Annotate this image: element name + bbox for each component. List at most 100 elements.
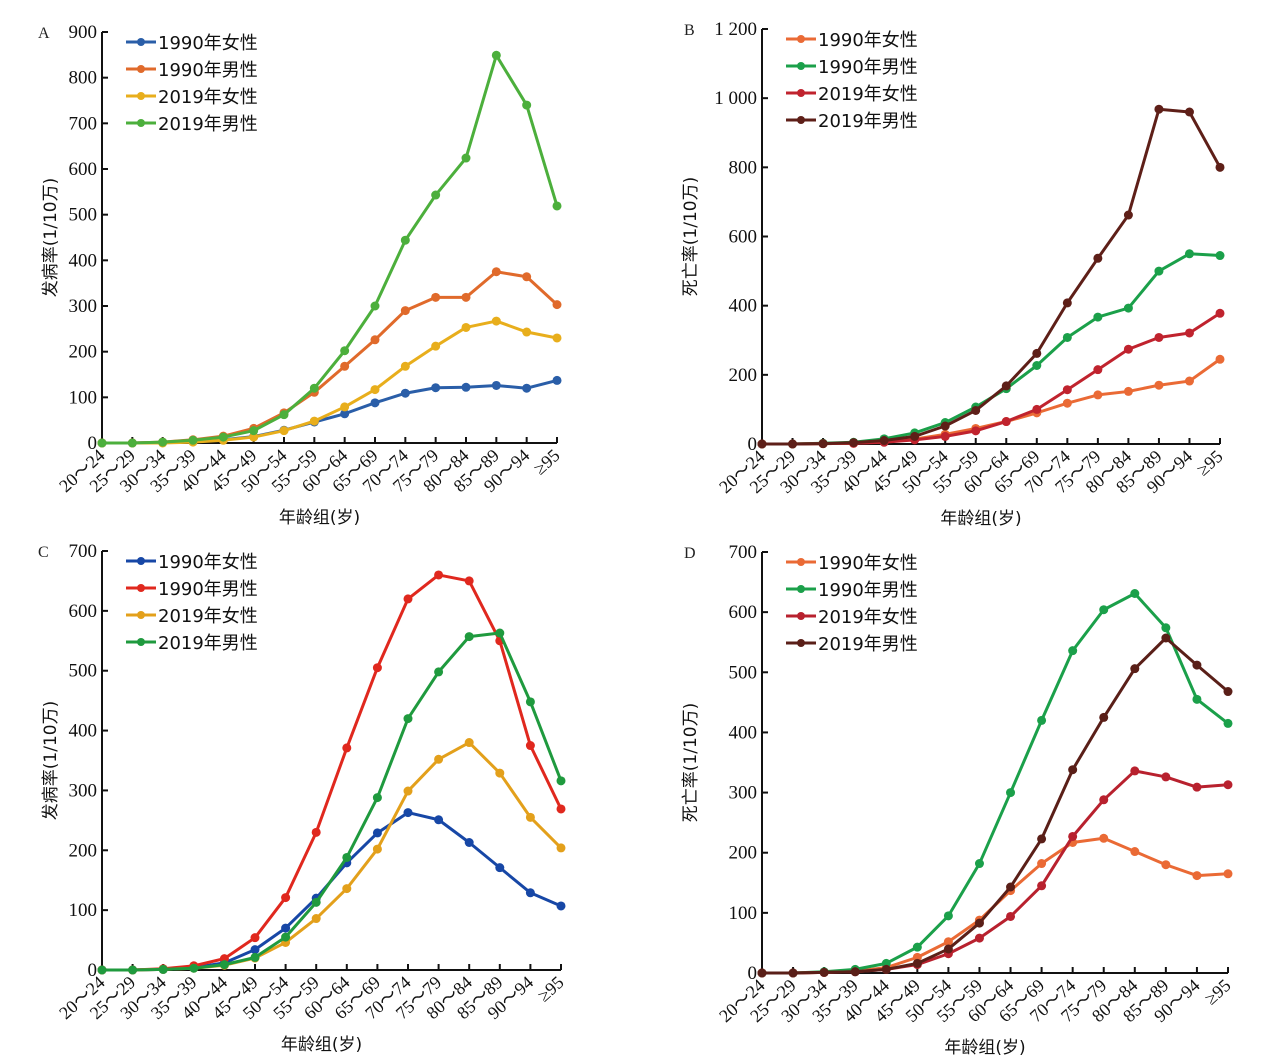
data-point: [556, 901, 566, 911]
legend-label: 1990年男性: [158, 579, 258, 600]
data-point: [1215, 162, 1225, 172]
y-ticks: 0 100 200 300 400 500 600 700 800 900: [69, 22, 108, 454]
y-tick-label: 400: [69, 250, 98, 271]
data-point: [250, 945, 260, 955]
chart-svg: A 发病率(1/10万) 年龄组(岁) 0 100 200 300 400 500 600 7…: [38, 22, 564, 528]
data-point: [403, 808, 413, 818]
legend-label: 2019年女性: [818, 607, 918, 628]
y-tick-label: 100: [729, 903, 758, 924]
data-point: [97, 965, 107, 975]
x-axis-title: 年龄组(岁): [940, 509, 1021, 529]
data-point: [1093, 390, 1103, 400]
y-tick-label: 700: [69, 541, 98, 562]
data-point: [1161, 633, 1171, 643]
data-point: [128, 965, 138, 975]
y-tick-label: 300: [69, 296, 98, 317]
panel-letter: D: [684, 545, 696, 562]
legend-item: 1990年女性: [126, 552, 258, 573]
data-point: [525, 697, 535, 707]
data-point: [340, 402, 350, 412]
data-point: [1130, 588, 1140, 598]
chart-svg: B 死亡率(1/10万) 年龄组(岁) 0 200 400 600 800 1 000 1 …: [681, 19, 1227, 529]
y-tick-label: 300: [69, 780, 98, 801]
legend-item: 2019年女性: [786, 84, 918, 105]
y-tick-label: 0: [748, 963, 758, 984]
data-point: [250, 933, 260, 943]
chart-panel-a: A 发病率(1/10万) 年龄组(岁) 0 100 200 300 400 500 600 7…: [0, 0, 635, 530]
legend-label: 2019年男性: [818, 111, 918, 132]
legend-swatch-dot: [137, 119, 145, 127]
series-4: [757, 633, 1233, 978]
data-point: [522, 327, 532, 337]
data-point: [403, 714, 413, 724]
legend-swatch-dot: [797, 585, 805, 593]
y-tick-label: 300: [729, 783, 758, 804]
legend-swatch-dot: [137, 584, 145, 592]
y-tick-label: 500: [69, 661, 98, 682]
data-point: [1123, 344, 1133, 354]
data-point: [461, 292, 471, 302]
legend-swatch-dot: [137, 65, 145, 73]
series-group: [97, 50, 562, 448]
data-point: [461, 153, 471, 163]
data-point: [757, 439, 767, 449]
series-2: [757, 249, 1225, 449]
data-point: [788, 439, 798, 449]
data-point: [1154, 380, 1164, 390]
data-point: [249, 426, 259, 436]
data-point: [434, 667, 444, 677]
data-point: [309, 416, 319, 426]
series-2: [97, 267, 562, 448]
data-point: [431, 341, 441, 351]
data-point: [1037, 715, 1047, 725]
series-3: [97, 738, 566, 975]
legend-item: 1990年男性: [126, 60, 258, 81]
y-tick-label: 1 200: [714, 19, 757, 40]
series-3: [97, 316, 562, 448]
data-point: [552, 300, 562, 310]
data-point: [1223, 718, 1233, 728]
y-tick-label: 700: [729, 542, 758, 563]
x-ticks: 20～2425～2930～3435～3940～4445～4950～5455～59…: [715, 967, 1235, 1026]
data-point: [434, 815, 444, 825]
data-point: [910, 431, 920, 441]
legend-label: 2019年女性: [818, 84, 918, 105]
data-point: [552, 333, 562, 343]
data-point: [1093, 312, 1103, 322]
data-point: [1223, 869, 1233, 879]
data-point: [342, 852, 352, 862]
legend-label: 2019年女性: [158, 87, 258, 108]
data-point: [491, 50, 501, 60]
data-point: [525, 888, 535, 898]
data-point: [1223, 687, 1233, 697]
data-point: [491, 380, 501, 390]
data-point: [1161, 772, 1171, 782]
data-point: [912, 942, 922, 952]
data-point: [1161, 860, 1171, 870]
data-point: [1062, 385, 1072, 395]
data-point: [1130, 766, 1140, 776]
legend-label: 1990年女性: [158, 552, 258, 573]
legend-item: 1990年女性: [126, 33, 258, 54]
data-point: [370, 335, 380, 345]
data-point: [522, 383, 532, 393]
series-line: [102, 631, 563, 972]
data-point: [1130, 664, 1140, 674]
data-point: [311, 914, 321, 924]
chart-panel-d: D 死亡率(1/10万) 年龄组(岁) 0 100 200 300 400 500 600 7…: [636, 530, 1271, 1060]
chart-svg: D 死亡率(1/10万) 年龄组(岁) 0 100 200 300 400 500 600 7…: [681, 542, 1235, 1058]
y-tick-label: 400: [729, 722, 758, 743]
y-tick-label: 0: [748, 434, 758, 455]
data-point: [434, 570, 444, 580]
data-point: [1037, 859, 1047, 869]
data-point: [464, 632, 474, 642]
data-point: [1093, 365, 1103, 375]
data-point: [281, 893, 291, 903]
legend-label: 2019年女性: [158, 606, 258, 627]
data-point: [431, 383, 441, 393]
data-point: [372, 844, 382, 854]
data-point: [1154, 104, 1164, 114]
y-tick-label: 600: [729, 227, 758, 248]
data-point: [218, 432, 228, 442]
data-point: [1099, 712, 1109, 722]
